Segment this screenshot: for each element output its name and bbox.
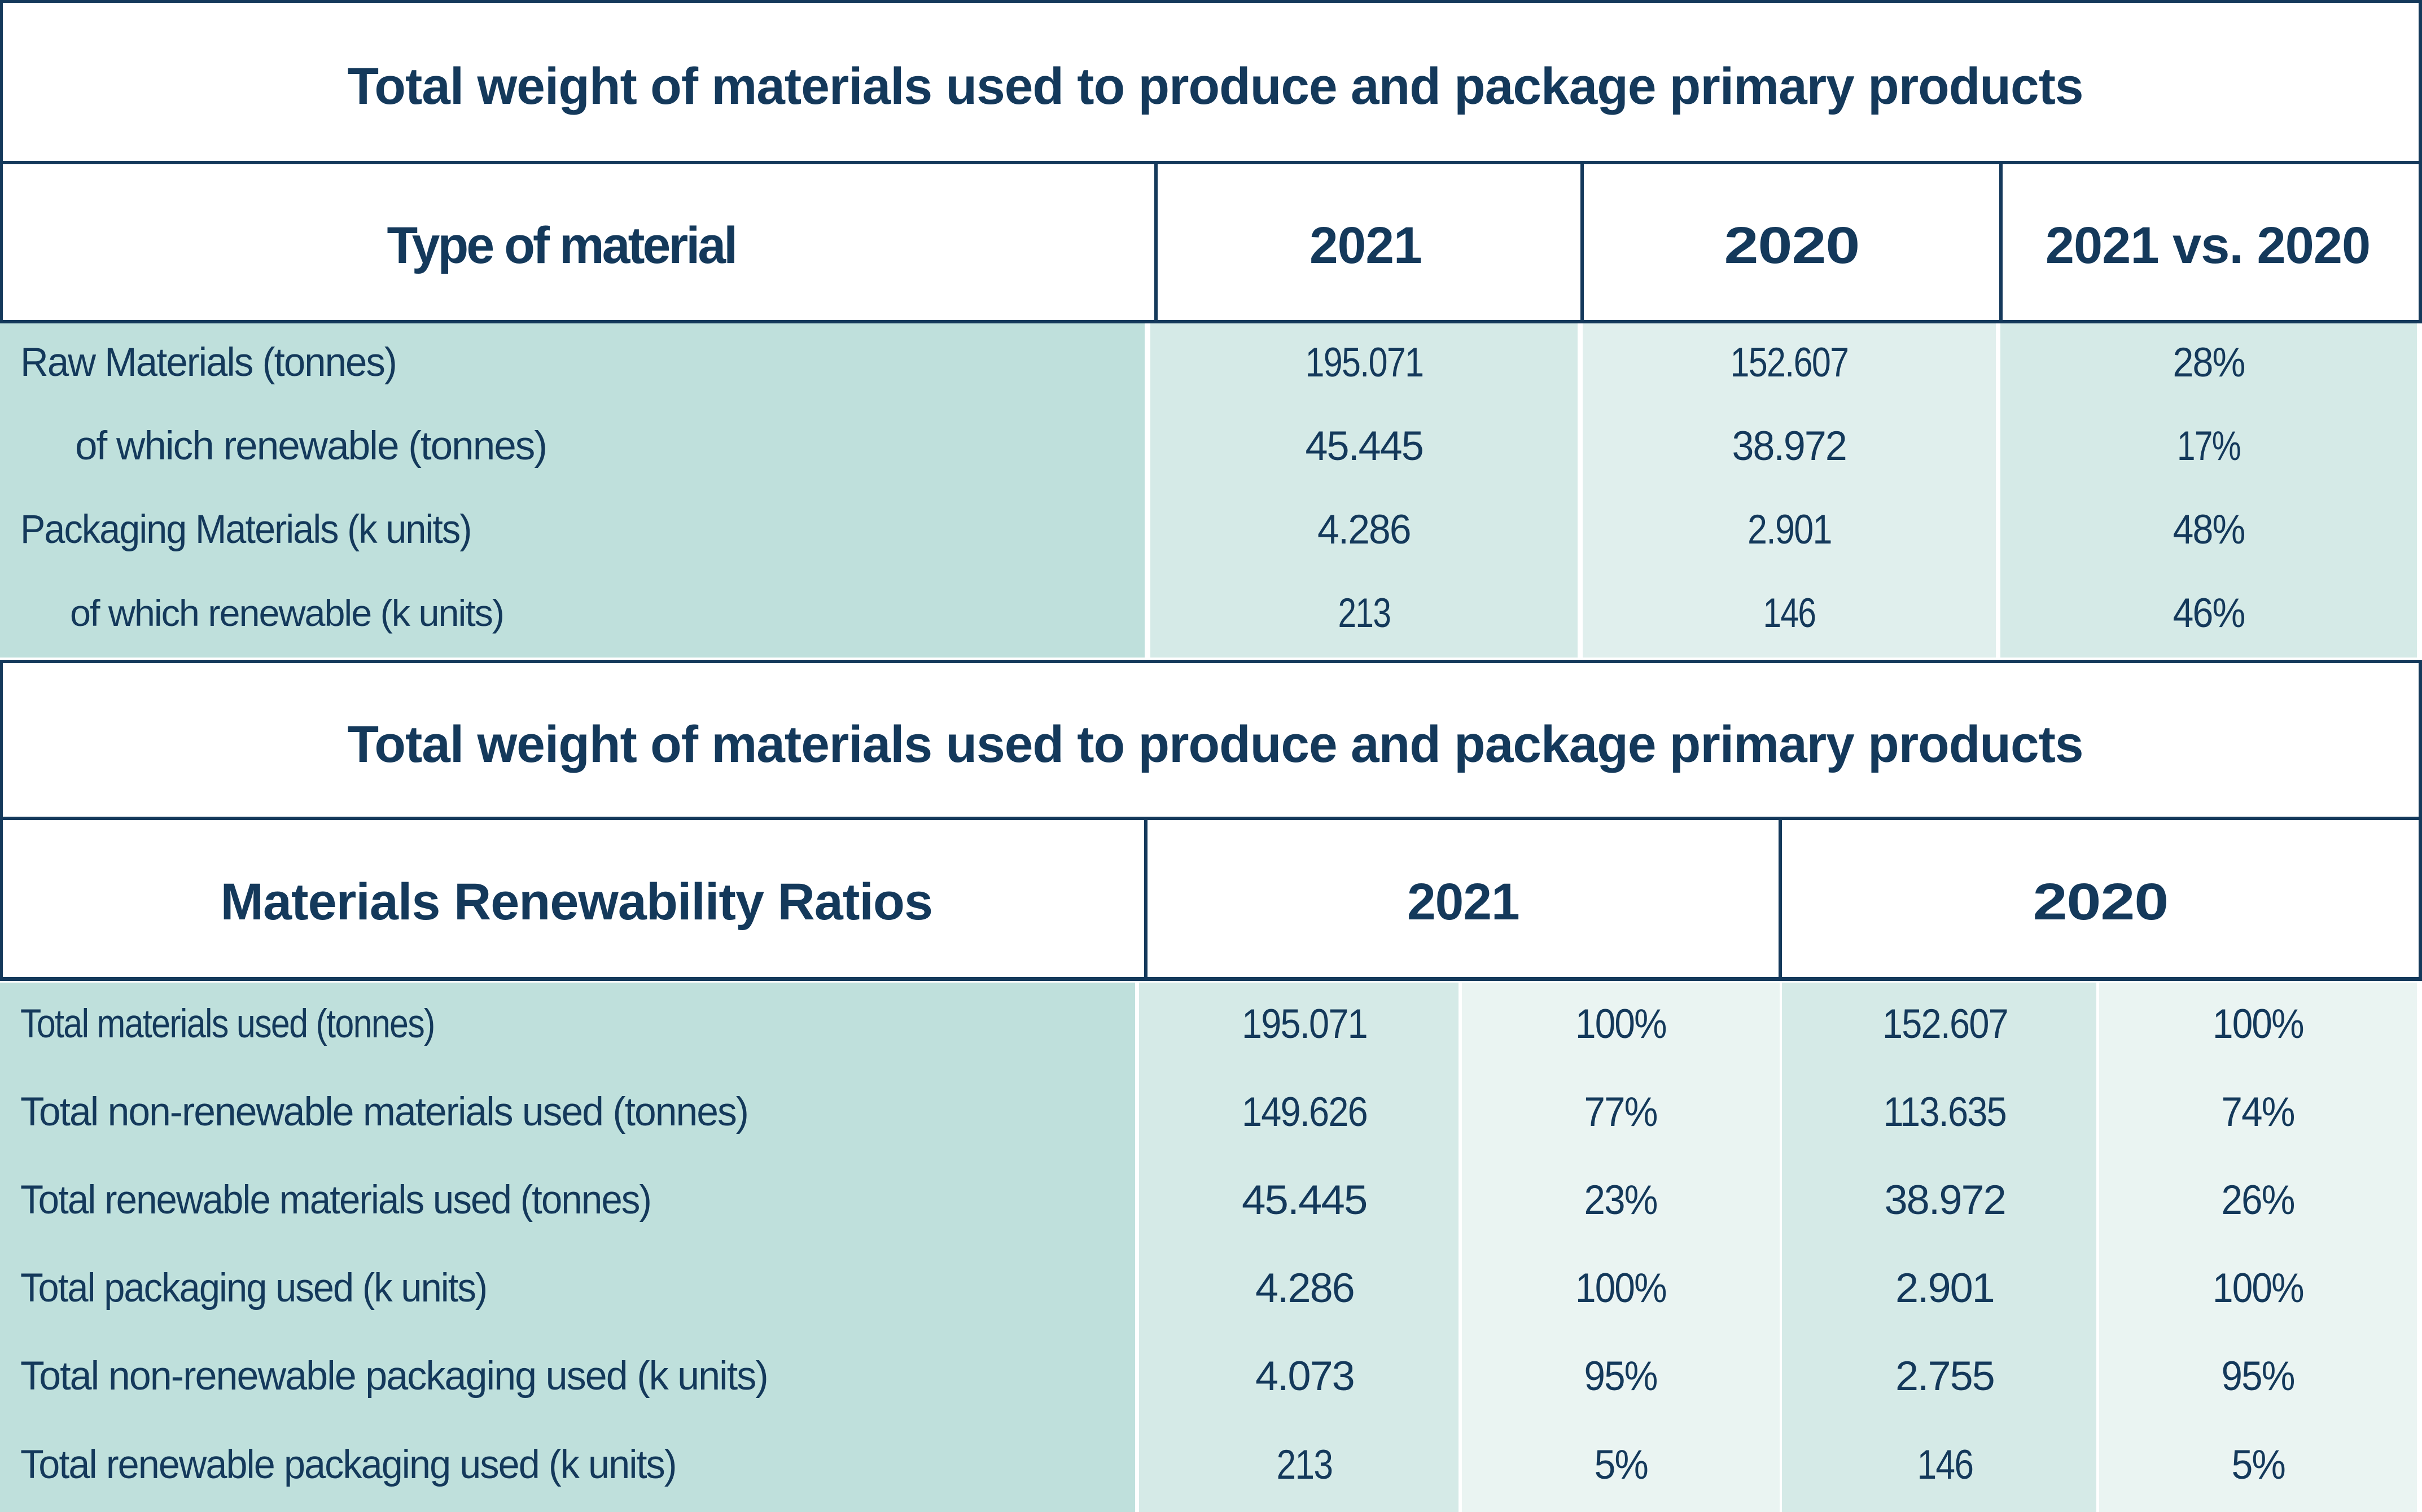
table2-row-5-label: Total non-renewable packaging used (k un… <box>20 1353 769 1399</box>
table1-title: Total weight of materials used to produc… <box>347 57 2083 115</box>
table2-row-2-v2020: 113.635 <box>1883 1089 2007 1135</box>
table1-header-divider-1 <box>1154 164 1158 320</box>
table2-body: Total materials used (tonnes) 195.071 10… <box>0 983 2422 1512</box>
table1-row-2-2021: 45.445 <box>1305 423 1424 469</box>
table2-row-2-v2021: 149.626 <box>1242 1089 1368 1135</box>
table2-body-col-p2020 <box>2099 983 2417 1512</box>
table2-row-6-p2021: 5% <box>1594 1441 1648 1488</box>
table1-body-col-2020 <box>1583 323 1996 658</box>
table1-body-col-delta <box>2000 323 2417 658</box>
table2-row-4-label: Total packaging used (k units) <box>20 1265 488 1311</box>
table2-header-row <box>0 820 2422 977</box>
table1-row-4-delta: 46% <box>2173 590 2245 636</box>
table1-row-3-2020: 2.901 <box>1747 506 1832 553</box>
table2-row-3-p2021: 23% <box>1584 1177 1658 1223</box>
table2-body-col-v2021 <box>1139 983 1459 1512</box>
table1-body: Raw Materials (tonnes) 195.071 152.607 2… <box>0 323 2422 658</box>
table2-title: Total weight of materials used to produc… <box>347 715 2083 773</box>
table2-body-col-p2021 <box>1462 983 1780 1512</box>
table2-row-3-v2021: 45.445 <box>1242 1177 1368 1223</box>
table2-row-4-p2020: 100% <box>2213 1265 2305 1311</box>
table2-row-3-label: Total renewable materials used (tonnes) <box>20 1177 652 1222</box>
table2-row-1: Total materials used (tonnes) 195.071 10… <box>0 983 2422 1071</box>
table1-row-1: Raw Materials (tonnes) 195.071 152.607 2… <box>0 323 2422 407</box>
table1-header-underline <box>0 320 2422 323</box>
table2-row-4-v2021: 4.286 <box>1255 1265 1355 1311</box>
table2-row-2-label: Total non-renewable materials used (tonn… <box>20 1089 749 1134</box>
table1-row-4-label: of which renewable (k units) <box>70 592 505 634</box>
table1-row-1-delta: 28% <box>2173 339 2245 385</box>
table2-row-5-p2020: 95% <box>2221 1353 2296 1399</box>
table2-header-underline <box>0 977 2422 981</box>
table2-row-2-p2021: 77% <box>1584 1089 1658 1135</box>
table2-row-1-p2021: 100% <box>1575 1001 1667 1047</box>
table1-row-2-label: of which renewable (tonnes) <box>75 423 548 468</box>
table1-top-border <box>0 0 2422 3</box>
table2-row-4-v2020: 2.901 <box>1895 1265 1995 1311</box>
table1-row-3: Packaging Materials (k units) 4.286 2.90… <box>0 490 2422 574</box>
table1-row-2-2020: 38.972 <box>1732 423 1847 469</box>
table2-header-divider-2 <box>1779 820 1782 977</box>
table2-row-5-v2021: 4.073 <box>1255 1353 1355 1399</box>
table2-row-6-p2020: 5% <box>2231 1441 2285 1488</box>
table2-row-1-label: Total materials used (tonnes) <box>20 1001 435 1046</box>
table1-header-divider-3 <box>1999 164 2003 320</box>
table1-header-material: Type of material <box>387 216 738 274</box>
table1-header-delta: 2021 vs. 2020 <box>2045 216 2371 274</box>
table1-header-row <box>0 164 2422 320</box>
table2-row-3-p2020: 26% <box>2221 1177 2296 1223</box>
table2-row-6-v2020: 146 <box>1917 1441 1974 1488</box>
table2-row-3: Total renewable materials used (tonnes) … <box>0 1159 2422 1247</box>
table2-row-1-v2020: 152.607 <box>1882 1001 2009 1047</box>
table1-row-2: of which renewable (tonnes) 45.445 38.97… <box>0 407 2422 490</box>
table1-body-col-label <box>0 323 1145 658</box>
table2-row-4-p2021: 100% <box>1575 1265 1667 1311</box>
table1-row-1-label: Raw Materials (tonnes) <box>20 340 397 385</box>
table1-row-1-2021: 195.071 <box>1305 339 1424 385</box>
table2-row-1-p2020: 100% <box>2213 1001 2305 1047</box>
table2-row-6: Total renewable packaging used (k units)… <box>0 1423 2422 1512</box>
table2-title-band: Total weight of materials used to produc… <box>0 663 2422 817</box>
table2-body-col-label <box>0 983 1135 1512</box>
table1-row-4: of which renewable (k units) 213 146 46% <box>0 574 2422 658</box>
table1-header-2021: 2021 <box>1309 216 1422 274</box>
table1-row-3-label: Packaging Materials (k units) <box>20 507 472 552</box>
table1-header-divider-2 <box>1580 164 1584 320</box>
table2-row-5-p2021: 95% <box>1584 1353 1658 1399</box>
table2-row-2-p2020: 74% <box>2221 1089 2296 1135</box>
table1-row-3-delta: 48% <box>2173 506 2245 553</box>
table2-header-2020: 2020 <box>2033 873 2169 931</box>
table1-row-4-2020: 146 <box>1763 590 1816 636</box>
table1-header-2020: 2020 <box>1724 216 1860 274</box>
table2-row-2: Total non-renewable materials used (tonn… <box>0 1071 2422 1159</box>
table2-row-1-v2021: 195.071 <box>1242 1001 1368 1047</box>
table2-top-border <box>0 660 2422 663</box>
table2-row-4: Total packaging used (k units) 4.286 100… <box>0 1247 2422 1335</box>
table2-body-col-v2020 <box>1782 983 2096 1512</box>
table2-row-6-label: Total renewable packaging used (k units) <box>20 1442 677 1487</box>
table2-header-2021: 2021 <box>1407 873 1520 931</box>
table1-row-1-2020: 152.607 <box>1730 339 1850 385</box>
table2-row-6-v2021: 213 <box>1276 1441 1334 1488</box>
table1-row-4-2021: 213 <box>1338 590 1391 636</box>
table2-header-label: Materials Renewability Ratios <box>220 873 933 931</box>
table1-row-2-delta: 17% <box>2176 423 2241 469</box>
table1-title-band: Total weight of materials used to produc… <box>0 3 2422 161</box>
table2-row-5-v2020: 2.755 <box>1895 1353 1995 1399</box>
table2-row-5: Total non-renewable packaging used (k un… <box>0 1335 2422 1423</box>
table1-row-3-2021: 4.286 <box>1317 506 1412 553</box>
table2-row-3-v2020: 38.972 <box>1884 1177 2006 1223</box>
table2-header-divider-1 <box>1144 820 1148 977</box>
table1-title-underline <box>0 161 2422 164</box>
table2-title-underline <box>0 817 2422 820</box>
table1-body-col-2021 <box>1150 323 1578 658</box>
